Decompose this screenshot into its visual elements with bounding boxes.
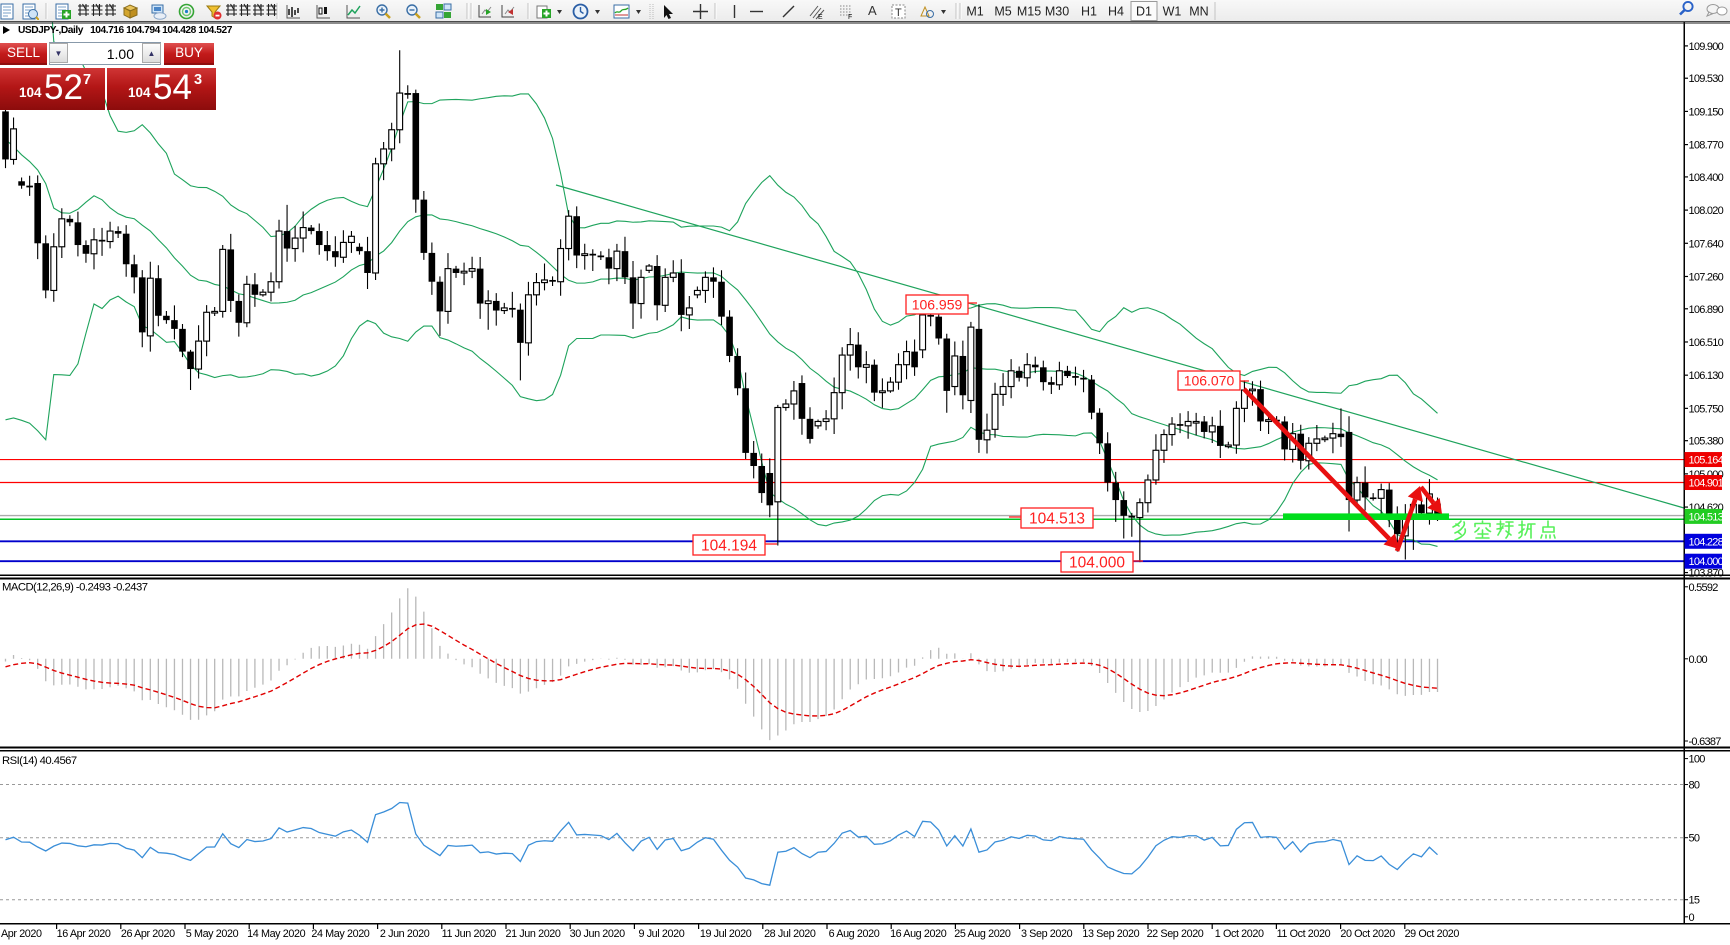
svg-text:104.901: 104.901 <box>1689 478 1724 490</box>
svg-text:107.260: 107.260 <box>1689 271 1724 283</box>
svg-text:15: 15 <box>1689 895 1700 907</box>
svg-text:24 May 2020: 24 May 2020 <box>311 928 369 940</box>
svg-text:104.000: 104.000 <box>1689 556 1724 568</box>
svg-text:108.020: 108.020 <box>1689 205 1724 217</box>
svg-text:109.530: 109.530 <box>1689 73 1724 85</box>
svg-text:30 Jun 2020: 30 Jun 2020 <box>570 928 625 940</box>
svg-text:104.513: 104.513 <box>1689 511 1724 523</box>
svg-text:105.750: 105.750 <box>1689 403 1724 415</box>
svg-text:M30: M30 <box>1045 5 1069 19</box>
svg-text:T: T <box>895 7 902 19</box>
svg-text:106.510: 106.510 <box>1689 337 1724 349</box>
svg-text:11 Oct 2020: 11 Oct 2020 <box>1277 928 1331 940</box>
svg-text:M1: M1 <box>966 5 983 19</box>
svg-text:E: E <box>818 14 823 21</box>
svg-text:107.640: 107.640 <box>1689 238 1724 250</box>
svg-text:M15: M15 <box>1017 5 1041 19</box>
svg-text:106.890: 106.890 <box>1689 304 1724 316</box>
svg-text:H1: H1 <box>1081 5 1097 19</box>
svg-text:D1: D1 <box>1136 5 1152 19</box>
svg-text:1 Oct 2020: 1 Oct 2020 <box>1215 928 1264 940</box>
svg-text:106.959: 106.959 <box>912 297 963 313</box>
svg-text:108.770: 108.770 <box>1689 140 1724 152</box>
svg-text:26 Apr 2020: 26 Apr 2020 <box>121 928 175 940</box>
svg-text:106.130: 106.130 <box>1689 370 1724 382</box>
svg-text:H4: H4 <box>1108 5 1124 19</box>
svg-text:108.400: 108.400 <box>1689 172 1724 184</box>
svg-text:21 Jun 2020: 21 Jun 2020 <box>505 928 560 940</box>
svg-text:A: A <box>868 3 877 18</box>
svg-text:19 Jul 2020: 19 Jul 2020 <box>700 928 752 940</box>
svg-text:104.228: 104.228 <box>1689 536 1724 548</box>
svg-text:104.194: 104.194 <box>701 538 757 555</box>
svg-text:80: 80 <box>1689 780 1700 792</box>
svg-text:50: 50 <box>1689 833 1700 845</box>
svg-text:9 Jul 2020: 9 Jul 2020 <box>638 928 684 940</box>
svg-text:16 Apr 2020: 16 Apr 2020 <box>57 928 111 940</box>
svg-text:0: 0 <box>1689 912 1695 924</box>
svg-text:0.5592: 0.5592 <box>1689 582 1719 594</box>
svg-text:-0.6387: -0.6387 <box>1689 736 1722 748</box>
svg-text:105.380: 105.380 <box>1689 436 1724 448</box>
svg-text:103.870: 103.870 <box>1689 568 1724 580</box>
svg-text:109.900: 109.900 <box>1689 41 1724 53</box>
svg-text:5 May 2020: 5 May 2020 <box>186 928 239 940</box>
svg-text:22 Sep 2020: 22 Sep 2020 <box>1147 928 1204 940</box>
svg-text:100: 100 <box>1689 754 1706 766</box>
svg-text:16 Aug 2020: 16 Aug 2020 <box>890 928 947 940</box>
svg-text:W1: W1 <box>1163 5 1182 19</box>
svg-text:F: F <box>848 14 852 21</box>
svg-text:2 Jun 2020: 2 Jun 2020 <box>380 928 430 940</box>
svg-text:29 Oct 2020: 29 Oct 2020 <box>1405 928 1460 940</box>
svg-text:MACD(12,26,9) -0.2493 -0.2437: MACD(12,26,9) -0.2493 -0.2437 <box>2 582 148 594</box>
svg-text:105.164: 105.164 <box>1689 455 1724 467</box>
svg-text:25 Aug 2020: 25 Aug 2020 <box>954 928 1011 940</box>
svg-text:109.150: 109.150 <box>1689 106 1724 118</box>
svg-text:106.070: 106.070 <box>1184 373 1235 389</box>
svg-text:6 Aug 2020: 6 Aug 2020 <box>829 928 880 940</box>
svg-text:M5: M5 <box>994 5 1011 19</box>
svg-text:RSI(14) 40.4567: RSI(14) 40.4567 <box>2 755 77 767</box>
svg-text:104.000: 104.000 <box>1069 555 1125 572</box>
svg-text:104.513: 104.513 <box>1029 511 1085 528</box>
svg-text:Apr 2020: Apr 2020 <box>1 928 42 940</box>
svg-text:MN: MN <box>1189 5 1208 19</box>
svg-text:14 May 2020: 14 May 2020 <box>247 928 305 940</box>
svg-text:11 Jun 2020: 11 Jun 2020 <box>442 928 497 940</box>
svg-text:13 Sep 2020: 13 Sep 2020 <box>1082 928 1139 940</box>
svg-text:28 Jul 2020: 28 Jul 2020 <box>764 928 816 940</box>
svg-text:0.00: 0.00 <box>1689 654 1708 666</box>
svg-text:3 Sep 2020: 3 Sep 2020 <box>1021 928 1073 940</box>
svg-text:20 Oct 2020: 20 Oct 2020 <box>1340 928 1395 940</box>
